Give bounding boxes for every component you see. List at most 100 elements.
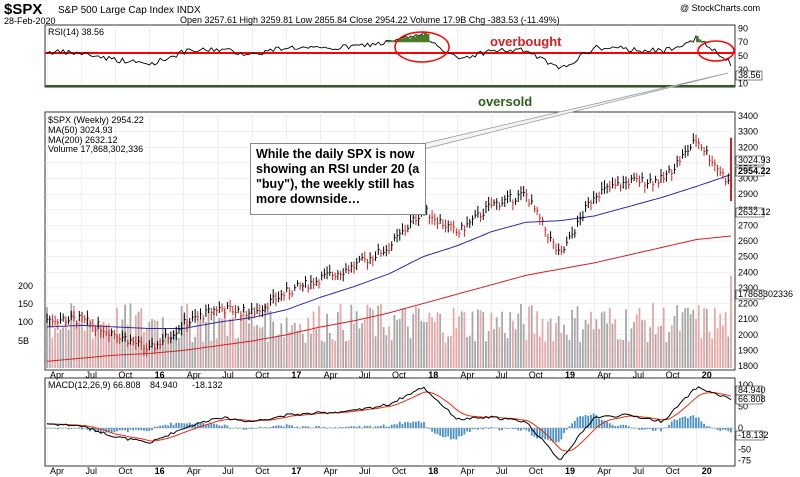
macd-hist-bar — [248, 428, 250, 429]
volume-bar — [108, 323, 110, 368]
macd-hist-bar — [67, 428, 70, 430]
volume-bar — [226, 335, 229, 368]
macd-tick-label: 100 — [738, 380, 753, 390]
volume-bar — [274, 337, 277, 368]
volume-tag-box — [735, 289, 765, 300]
macd-hist-bar — [541, 428, 544, 438]
x-label: Apr — [50, 370, 64, 380]
macd-hist-bar — [447, 428, 450, 437]
ma50-legend: MA(50) 3024.93 — [48, 125, 113, 135]
x-label: Jul — [633, 370, 645, 380]
volume-bar — [390, 340, 393, 368]
volume-bar — [654, 334, 657, 368]
volume-bar — [576, 306, 579, 368]
x-label: Oct — [255, 370, 270, 380]
volume-bar — [164, 329, 167, 368]
macd-hist-bar — [482, 428, 485, 430]
rsi-tick-label: 50 — [738, 51, 748, 61]
macd-line — [46, 386, 732, 460]
price-tick-label: 3300 — [738, 127, 758, 137]
macd-hist-bar — [218, 425, 221, 428]
volume-bar — [506, 338, 509, 368]
macd-blue-tag: -18.132 — [738, 430, 769, 440]
macd-hist-bar — [625, 425, 627, 428]
x-label: Oct — [255, 466, 270, 476]
volume-bar — [476, 309, 479, 368]
macd-hist-bar — [611, 424, 614, 428]
macd-hist-bar — [587, 415, 590, 428]
macd-hist-bar — [525, 428, 528, 431]
x-label: 17 — [291, 370, 301, 380]
volume-bar — [167, 336, 170, 368]
macd-hist-bar — [363, 425, 366, 428]
price-tick-label: 1800 — [738, 361, 758, 371]
rsi-label: RSI(14) 38.56 — [48, 27, 104, 37]
ma200-tag: 2632.12 — [738, 207, 771, 217]
macd-hist-bar — [178, 422, 180, 428]
price-bars — [46, 133, 733, 357]
x-label: 18 — [428, 370, 438, 380]
price-tick-label: 2400 — [738, 267, 758, 277]
close-tag-box — [735, 166, 765, 177]
macd-hist-bar — [326, 428, 328, 429]
macd-hist-bar — [468, 428, 471, 433]
macd-black-tag: 66.808 — [738, 394, 766, 404]
macd-hist-bar — [393, 424, 396, 428]
volume-bar — [245, 319, 248, 368]
macd-hist-bar — [450, 428, 452, 440]
macd-x-axis: Apr Jul Oct 16 Apr Jul Oct 17 Apr Jul Oct 18 Apr Jul O… — [50, 466, 712, 476]
volume-bar — [571, 309, 574, 368]
volume-bar — [231, 317, 234, 368]
macd-hist-bar — [719, 428, 722, 432]
macd-red-tag: 84.940 — [738, 385, 766, 395]
volume-bar — [646, 342, 649, 368]
volume-bar — [711, 338, 714, 368]
volume-bar — [455, 328, 458, 368]
volume-bar — [54, 327, 56, 368]
x-label: Apr — [460, 466, 474, 476]
macd-hist-bar — [563, 428, 565, 433]
macd-hist-bar — [406, 421, 409, 428]
macd-hist-bar — [358, 425, 361, 428]
macd-hist-bar — [490, 426, 493, 428]
rsi-value-tag: 38.56 — [738, 70, 761, 80]
macd-hist-bar — [307, 426, 310, 428]
x-label: Apr — [460, 370, 474, 380]
macd-hist-bar — [568, 426, 571, 428]
macd-hist-bar — [436, 428, 439, 435]
macd-hist-bar — [385, 426, 388, 428]
rsi-axis-ticks: 90 70 50 30 10 — [738, 23, 748, 88]
macd-hist-bar — [132, 428, 135, 431]
macd-hist-bar — [581, 416, 584, 428]
macd-hist-bar — [226, 425, 229, 428]
volume-bar — [573, 318, 576, 368]
macd-hist-bar — [573, 420, 576, 428]
macd-hist-bar — [474, 428, 477, 429]
macd-hist-bar — [167, 425, 170, 428]
volume-bar — [277, 334, 280, 368]
macd-hist-bar — [291, 425, 293, 428]
macd-hist-bar — [113, 428, 116, 433]
ma200-tag-box — [735, 207, 765, 218]
volume-bar — [102, 321, 105, 368]
macd-hist-bar — [660, 428, 662, 432]
volume-bar — [713, 307, 716, 368]
macd-hist-bar — [487, 428, 490, 430]
macd-hist-bar — [536, 428, 539, 439]
volume-bar — [296, 330, 299, 368]
macd-hist-bar — [183, 423, 186, 428]
volume-bar — [342, 329, 345, 368]
macd-hist-bar — [116, 428, 118, 432]
volume-bar — [194, 336, 197, 368]
volume-bar — [269, 310, 272, 368]
macd-hist-bar — [398, 421, 401, 428]
macd-hist-bar — [665, 427, 668, 428]
volume-bar — [59, 329, 62, 368]
volume-bar — [423, 322, 425, 368]
volume-bar — [353, 323, 355, 368]
volume-bar — [439, 313, 442, 368]
volume-bar — [417, 308, 420, 368]
macd-hist-bar — [520, 428, 522, 431]
volume-bar — [447, 336, 450, 368]
macd-hist-bar — [223, 424, 226, 428]
